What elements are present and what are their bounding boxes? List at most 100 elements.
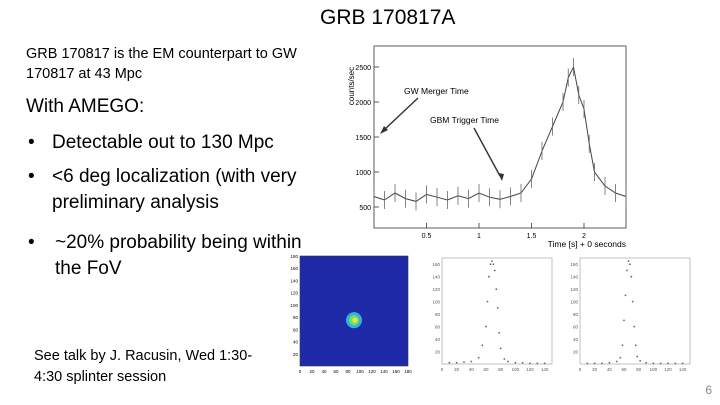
distribution-point xyxy=(536,362,539,365)
distribution-point xyxy=(645,361,647,364)
distribution-xtick-label: 80 xyxy=(498,367,504,372)
distribution-xtick-label: 20 xyxy=(592,367,598,372)
map-ytick-label: 40 xyxy=(293,340,299,345)
lightcurve-chart: 500 1000 1500 2000 2500 0.5 1 1.5 2 counts/sec T… xyxy=(347,45,627,249)
distribution-point xyxy=(488,275,490,278)
lightcurve-ytick-label: 2500 xyxy=(355,65,371,72)
distribution-xtick-label: 40 xyxy=(469,367,475,372)
distribution-xtick-label: 140 xyxy=(541,367,549,372)
gbm-trigger-arrowhead xyxy=(498,173,504,181)
distribution-ytick-label: 140 xyxy=(570,275,578,280)
distribution-point xyxy=(495,288,498,291)
distribution-ytick-label: 120 xyxy=(432,287,440,292)
gw-merger-arrow xyxy=(383,97,419,131)
map-ytick-label: 160 xyxy=(290,266,298,271)
bullet-item: • ~20% probability being within the FoV xyxy=(28,230,328,282)
lightcurve-ylabel: counts/sec xyxy=(347,67,356,105)
bullet-item: • <6 deg localization (with very prelimi… xyxy=(28,164,328,216)
distribution-point xyxy=(667,362,669,365)
map-xtick-label: 100 xyxy=(356,369,364,374)
distribution-point xyxy=(492,263,495,266)
distribution-point xyxy=(493,269,496,272)
distribution-xtick-label: 40 xyxy=(607,367,613,372)
distribution-xtick-label: 20 xyxy=(454,367,460,372)
map-ytick-label: 120 xyxy=(290,291,298,296)
talk-note: See talk by J. Racusin, Wed 1:30-4:30 sp… xyxy=(34,348,253,385)
distribution-xtick-label: 140 xyxy=(679,367,687,372)
distribution-ytick-label: 160 xyxy=(432,262,440,267)
distribution-point xyxy=(477,356,480,359)
distribution-ytick-label: 140 xyxy=(432,275,440,280)
slide-number: 6 xyxy=(705,383,712,397)
distribution-point xyxy=(615,360,618,363)
bullet-marker: • xyxy=(28,166,35,187)
map-xtick-label: 40 xyxy=(321,369,327,374)
localization-map: 20 40 60 80 100 120 140 160 180 0 20 40 60 80 100 120 14… xyxy=(290,254,412,374)
distribution-point xyxy=(489,263,492,266)
distribution-ytick-label: 20 xyxy=(435,350,441,355)
distribution-point xyxy=(490,260,493,263)
distribution-point xyxy=(498,331,501,334)
amego-heading: With AMEGO: xyxy=(26,96,145,117)
map-xtick-label: 180 xyxy=(404,369,412,374)
lightcurve-ytick-label: 1000 xyxy=(355,170,371,177)
lightcurve-plot-area: 500 1000 1500 2000 2500 0.5 1 1.5 2 xyxy=(355,45,627,240)
distribution-point xyxy=(601,362,603,365)
distribution-ytick-label: 80 xyxy=(435,312,441,317)
distribution-ytick-label: 60 xyxy=(573,325,579,330)
distribution-point xyxy=(681,362,684,365)
distribution-point xyxy=(619,356,622,359)
distribution-xtick-label: 120 xyxy=(526,367,534,372)
distribution-point xyxy=(631,300,634,303)
lightcurve-xtick-label: 1 xyxy=(477,233,481,240)
map-xtick-label: 140 xyxy=(380,369,388,374)
distribution-point xyxy=(636,355,639,358)
distribution-ytick-label: 40 xyxy=(435,337,441,342)
distribution-frame xyxy=(579,257,691,365)
distribution-ytick-label: 60 xyxy=(435,325,441,330)
map-ytick-label: 60 xyxy=(293,327,299,332)
distribution-point xyxy=(633,325,636,328)
distribution-xtick-label: 100 xyxy=(650,367,658,372)
lightcurve-xtick-label: 0.5 xyxy=(422,233,432,240)
gw-merger-annotation: GW Merger Time xyxy=(404,86,469,96)
distribution-point xyxy=(455,361,458,364)
map-ytick-label: 100 xyxy=(290,303,298,308)
distribution-ytick-label: 100 xyxy=(432,300,440,305)
map-xtick-label: 60 xyxy=(333,369,339,374)
map-ytick-label: 180 xyxy=(290,254,298,259)
map-background xyxy=(299,255,409,367)
distribution-point xyxy=(639,359,642,362)
gw-merger-arrowhead xyxy=(380,126,388,134)
map-xtick-label: 20 xyxy=(309,369,315,374)
localization-plot-area: 20 40 60 80 100 120 140 160 180 0 20 40 60 80 100 120 14… xyxy=(290,254,412,374)
distribution-point xyxy=(543,362,546,365)
distribution-xtick-label: 60 xyxy=(483,367,489,372)
bullet-text: Detectable out to 130 Mpc xyxy=(52,132,274,153)
distribution-point xyxy=(624,294,627,297)
distribution-point xyxy=(486,300,489,303)
distribution-point xyxy=(507,360,509,363)
distribution-point xyxy=(586,362,589,365)
distribution-point xyxy=(634,344,637,347)
distribution-point xyxy=(621,344,624,347)
distribution-ytick-label: 160 xyxy=(570,262,578,267)
distribution-plot-area: 20 40 60 80 100 120 140 160 0 20 40 60 80 100 120 140 xyxy=(432,257,553,372)
map-ytick-label: 20 xyxy=(293,352,299,357)
intro-text: GRB 170817 is the EM counterpart to GW 1… xyxy=(26,46,297,82)
distribution-xtick-label: 100 xyxy=(512,367,520,372)
distribution-point xyxy=(652,362,655,365)
distribution-point xyxy=(674,362,677,365)
distribution-xtick-label: 60 xyxy=(621,367,627,372)
gbm-trigger-arrow xyxy=(473,127,501,177)
lightcurve-xlabel: Time [s] + 0 seconds xyxy=(548,239,626,249)
map-ytick-label: 80 xyxy=(293,315,299,320)
distribution-point xyxy=(627,260,630,263)
map-ytick-label: 140 xyxy=(290,278,298,283)
distribution-point xyxy=(496,306,499,309)
distribution-point xyxy=(659,362,662,365)
distribution-xtick-label: 80 xyxy=(636,367,642,372)
distribution-frame xyxy=(441,257,553,365)
map-xtick-label: 160 xyxy=(392,369,400,374)
distribution-xtick-label: 0 xyxy=(441,367,444,372)
